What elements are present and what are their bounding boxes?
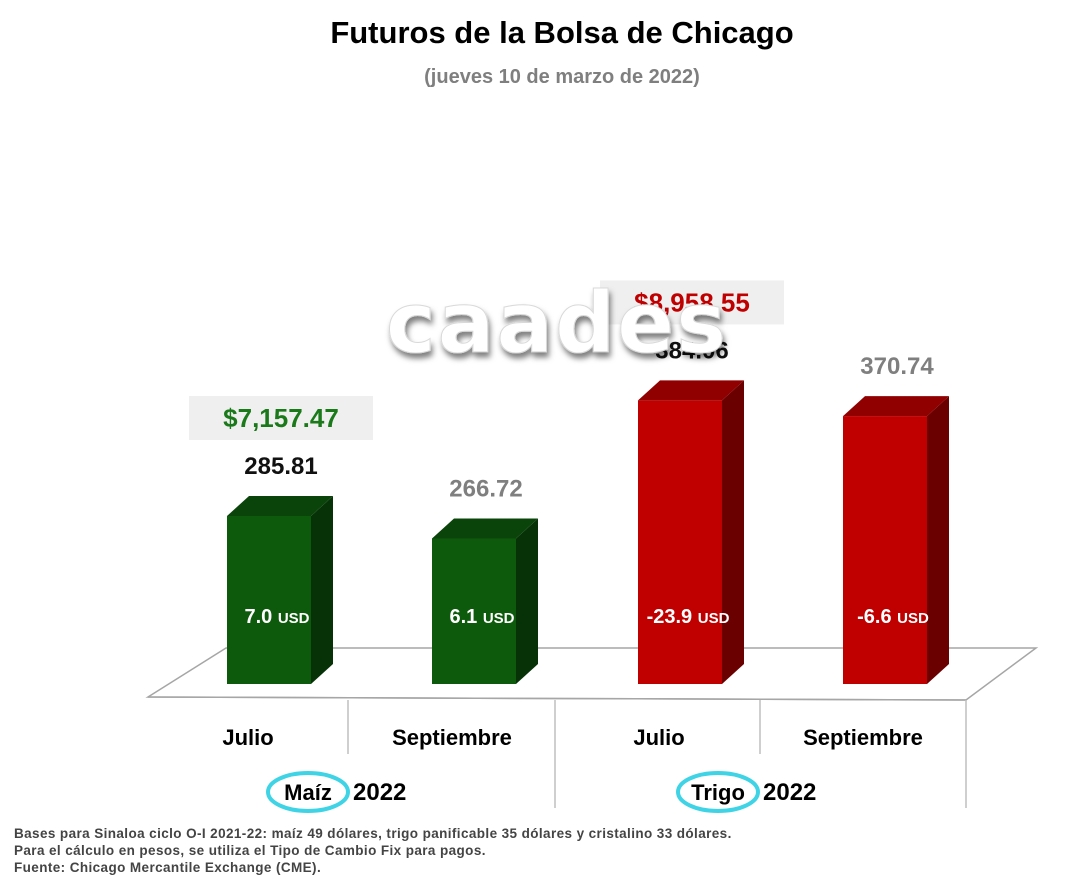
bar-top	[843, 396, 949, 417]
peso-price-label: $8,958.55	[634, 287, 750, 317]
data-label: 384.06	[655, 337, 728, 364]
group-name: Trigo	[691, 780, 745, 805]
group-highlight-ellipse	[266, 771, 350, 813]
peso-price-box	[189, 395, 373, 440]
bar-top	[638, 380, 744, 401]
group-highlight-ellipse	[676, 771, 760, 813]
category-label: Julio	[222, 725, 273, 750]
bar-side	[722, 380, 744, 684]
footnote-line: Bases para Sinaloa ciclo O-I 2021-22: ma…	[14, 826, 732, 841]
base-label: -23.9 USD	[647, 606, 730, 628]
floor-divider-bottom	[147, 696, 967, 701]
peso-price-label: $7,157.47	[223, 403, 339, 433]
bar-side	[516, 518, 538, 684]
data-label: 266.72	[449, 475, 522, 502]
bar-side	[311, 495, 333, 684]
footnote-line: Fuente: Chicago Mercantile Exchange (CME…	[14, 860, 322, 875]
group-name: Maíz	[284, 780, 332, 805]
data-label: 370.74	[860, 353, 934, 380]
bar	[227, 515, 311, 684]
category-label: Septiembre	[392, 725, 512, 750]
category-label: Septiembre	[803, 725, 923, 750]
bar	[638, 400, 722, 684]
bar	[843, 416, 927, 684]
bar-top	[227, 495, 333, 516]
bar-top	[432, 518, 538, 539]
chart-title: Futuros de la Bolsa de Chicago	[330, 15, 793, 50]
data-label: 285.81	[244, 453, 317, 480]
bar-side	[927, 396, 949, 684]
base-label: -6.6 USD	[857, 606, 929, 628]
watermark-logo: caades	[386, 274, 728, 372]
base-label: 6.1 USD	[449, 606, 514, 628]
base-label: 7.0 USD	[244, 606, 309, 628]
bar	[432, 538, 516, 684]
chart-subtitle: (jueves 10 de marzo de 2022)	[424, 66, 700, 88]
group-year: 2022	[353, 779, 406, 806]
category-label: Julio	[633, 725, 684, 750]
footnote-line: Para el cálculo en pesos, se utiliza el …	[14, 843, 486, 858]
group-year: 2022	[763, 779, 816, 806]
peso-price-box	[600, 280, 784, 325]
